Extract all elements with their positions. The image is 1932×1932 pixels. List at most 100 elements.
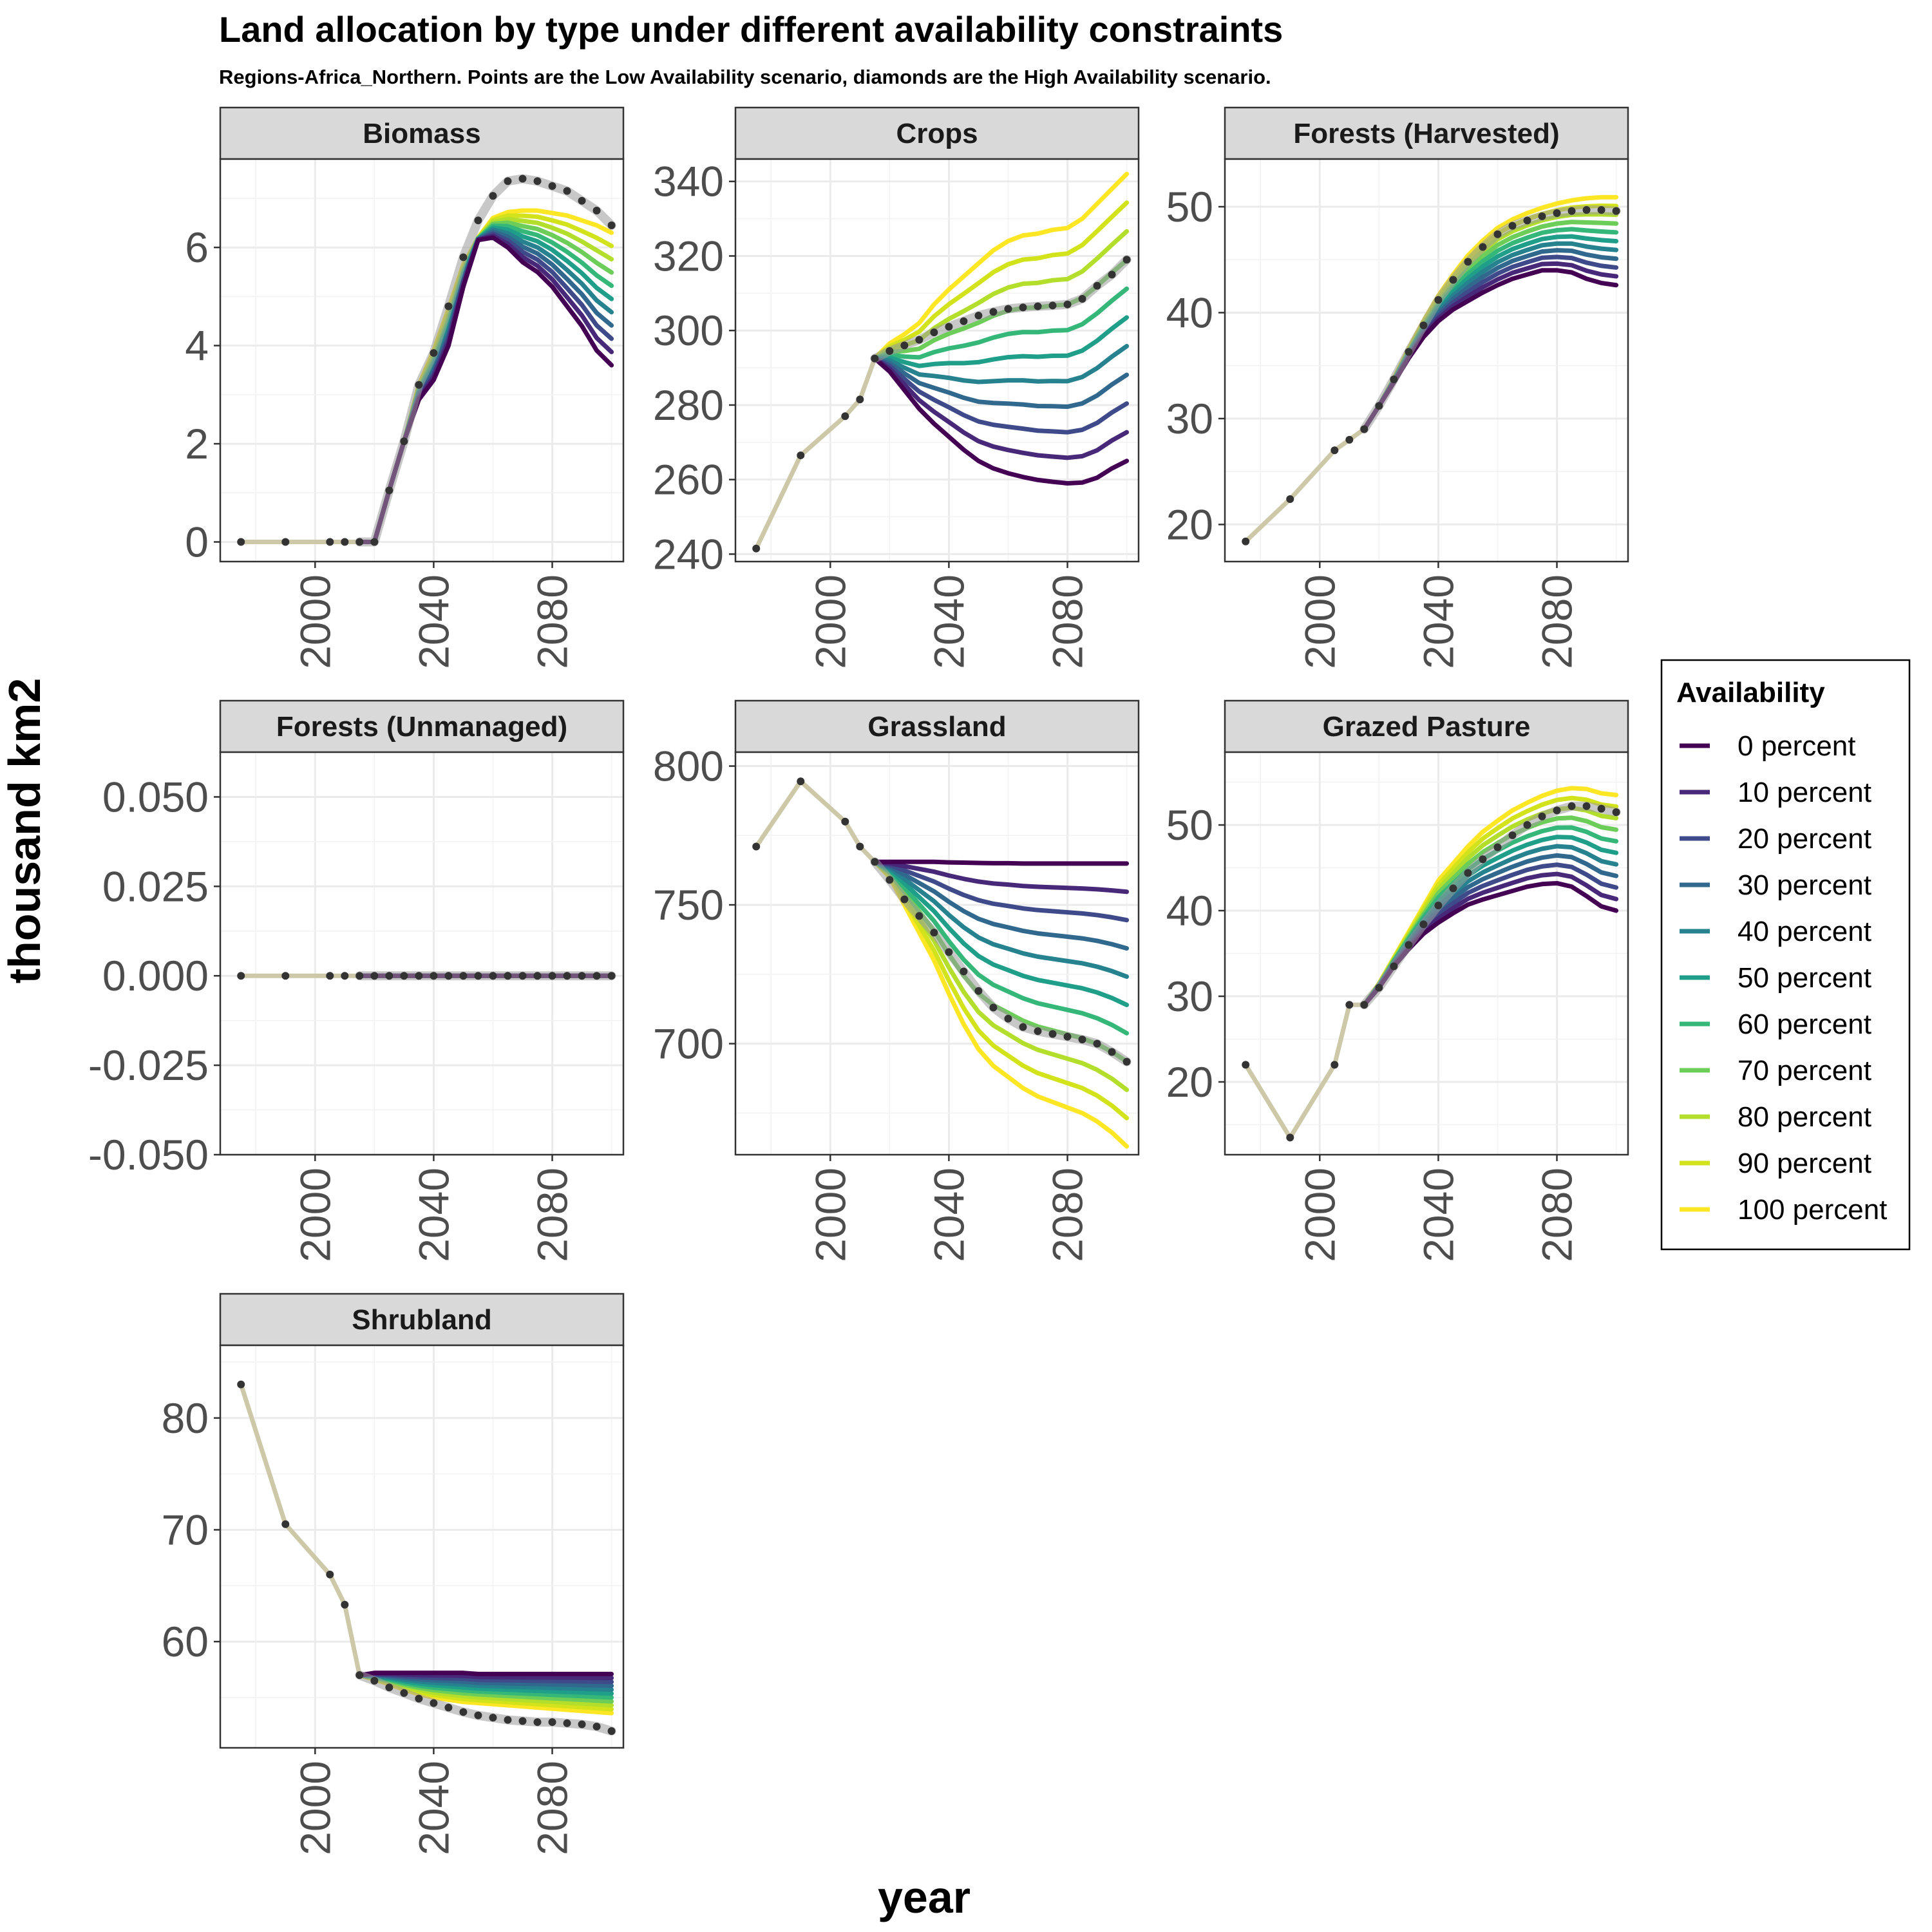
low-availability-point <box>1612 207 1620 215</box>
legend-label: 90 percent <box>1738 1148 1871 1179</box>
x-tick-label: 2000 <box>1296 1168 1343 1262</box>
y-tick-label: 40 <box>1166 887 1213 934</box>
low-availability-point <box>237 1380 245 1388</box>
legend-item-80-percent: 80 percent <box>1680 1101 1871 1133</box>
low-availability-point <box>430 1699 438 1707</box>
x-tick-label: 2000 <box>291 1761 339 1855</box>
low-availability-point <box>915 336 923 344</box>
low-availability-point <box>1582 802 1591 810</box>
low-availability-point <box>915 912 923 920</box>
low-availability-point <box>281 538 290 546</box>
panel-strip-label: Forests (Unmanaged) <box>276 711 567 743</box>
low-availability-point <box>326 972 334 980</box>
low-availability-point <box>1078 1036 1086 1044</box>
low-availability-point <box>1597 804 1605 813</box>
low-availability-point <box>1004 1014 1012 1023</box>
y-tick-label: 340 <box>653 158 724 205</box>
series-line-100-percent <box>872 171 1130 361</box>
panel-data <box>1242 786 1621 1142</box>
low-availability-point <box>1093 281 1101 290</box>
panel-border <box>219 158 625 563</box>
low-availability-point <box>237 972 245 980</box>
low-availability-point <box>504 1716 512 1724</box>
low-availability-point <box>1093 1039 1101 1048</box>
series-line-0-percent <box>872 356 1130 486</box>
low-availability-point <box>1405 941 1413 949</box>
low-availability-point <box>960 967 968 976</box>
x-tick-label: 2000 <box>291 1168 339 1262</box>
low-availability-point <box>237 538 245 546</box>
low-availability-point <box>797 777 805 786</box>
legend-item-90-percent: 90 percent <box>1680 1148 1871 1179</box>
panel-grazed-pasture: Grazed Pasture 20 30 40 50 2000 2040 2080 <box>1166 699 1629 1262</box>
low-availability-point <box>886 347 894 355</box>
y-tick-label: 20 <box>1166 1058 1213 1106</box>
low-availability-point <box>1078 295 1086 303</box>
legend-label: 10 percent <box>1738 777 1871 808</box>
low-availability-point <box>989 1003 998 1012</box>
low-availability-point <box>841 412 849 421</box>
legend-item-100-percent: 100 percent <box>1680 1194 1887 1226</box>
panel-data <box>752 777 1132 1149</box>
panel-forests-unmanaged: Forests (Unmanaged) -0.050 -0.025 0.000 0.02… <box>88 699 625 1262</box>
panel-forests-harvested: Forests (Harvested) 20 30 40 50 2000 2040 2080 <box>1166 106 1629 669</box>
low-availability-point <box>400 437 408 446</box>
panel-data <box>237 174 616 547</box>
low-availability-point <box>1345 435 1354 444</box>
low-availability-point <box>563 972 571 980</box>
series-line-40-percent <box>872 344 1130 384</box>
low-availability-point <box>1434 296 1443 304</box>
low-availability-point <box>444 972 453 980</box>
legend-item-30-percent: 30 percent <box>1680 869 1871 901</box>
chart-subtitle: Regions-Africa_Northern. Points are the … <box>219 66 1271 88</box>
panel-strip-label: Grassland <box>867 711 1006 743</box>
panel-border <box>1224 751 1629 1156</box>
low-availability-point <box>400 972 408 980</box>
x-tick-label: 2040 <box>925 1168 972 1262</box>
low-availability-point <box>1375 983 1383 992</box>
gridlines <box>735 752 1139 1155</box>
low-availability-point <box>415 381 423 389</box>
low-availability-point <box>900 341 909 350</box>
legend-label: 60 percent <box>1738 1009 1871 1040</box>
low-availability-point <box>385 1683 393 1692</box>
y-tick-label: 60 <box>162 1618 209 1665</box>
low-availability-point <box>1004 305 1012 313</box>
low-availability-point <box>1538 812 1546 820</box>
legend-item-60-percent: 60 percent <box>1680 1009 1871 1040</box>
low-availability-point <box>504 177 512 185</box>
x-tick-label: 2000 <box>291 574 339 669</box>
low-availability-point <box>1048 301 1057 310</box>
x-tick-label: 2080 <box>529 574 576 669</box>
x-tick-label: 2040 <box>410 1168 457 1262</box>
low-availability-point <box>1508 831 1517 839</box>
low-availability-point <box>548 972 556 980</box>
low-availability-point <box>326 538 334 546</box>
low-availability-point <box>841 817 849 826</box>
low-availability-point <box>1345 1001 1354 1009</box>
series-line-40-percent <box>872 859 1130 980</box>
panel-background <box>220 159 623 562</box>
low-availability-point <box>385 486 393 495</box>
low-availability-point <box>578 1720 586 1728</box>
low-availability-point <box>1449 884 1457 893</box>
low-availability-point <box>533 972 542 980</box>
low-availability-point <box>474 216 482 225</box>
legend-item-20-percent: 20 percent <box>1680 823 1871 855</box>
panel-border <box>734 751 1140 1156</box>
low-availability-point <box>886 876 894 884</box>
low-availability-point <box>1538 212 1546 220</box>
low-availability-point <box>1597 205 1605 214</box>
low-availability-point <box>518 1717 527 1725</box>
low-availability-point <box>1405 348 1413 356</box>
low-availability-point <box>459 253 468 261</box>
low-availability-point <box>592 972 601 980</box>
low-availability-point <box>945 323 953 331</box>
low-availability-point <box>592 1723 601 1731</box>
low-availability-point <box>1063 300 1072 308</box>
low-availability-point <box>1582 205 1591 214</box>
low-availability-point <box>1567 207 1576 215</box>
x-tick-label: 2080 <box>1533 574 1581 669</box>
low-availability-point <box>1419 321 1428 330</box>
